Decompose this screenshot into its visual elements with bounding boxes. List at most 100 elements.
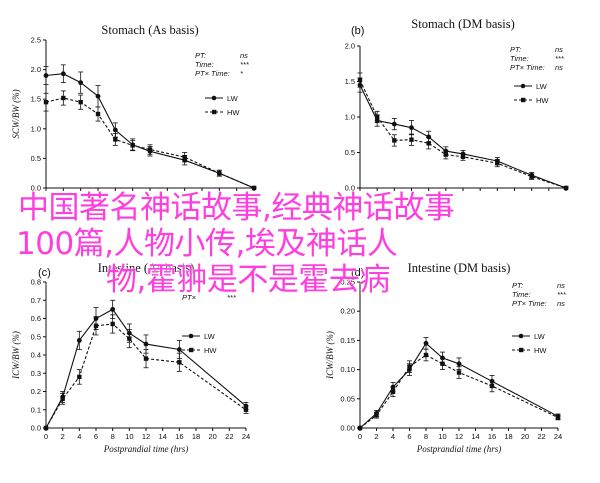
data-point — [357, 425, 363, 431]
y-tick-label: 1.5 — [345, 77, 355, 86]
x-tick-label: 8 — [424, 432, 428, 441]
stat-value: * — [240, 69, 244, 78]
panel-letter: (c) — [38, 267, 51, 279]
x-axis-label: Postprandial time (hrs) — [103, 444, 189, 454]
y-tick-label: 0.1 — [31, 405, 41, 414]
x-tick-label: 2 — [374, 432, 378, 441]
legend-label: LW — [536, 82, 548, 91]
data-point — [440, 361, 445, 366]
data-point — [177, 360, 182, 365]
panel-letter: (d) — [351, 267, 364, 279]
legend-marker — [521, 97, 526, 103]
x-tick-label: 22 — [225, 432, 233, 441]
series-line — [45, 97, 255, 189]
stat-value: *** — [227, 293, 237, 302]
y-tick-label: 0.2 — [31, 387, 41, 396]
data-point — [426, 134, 432, 140]
y-tick-label: 2.0 — [345, 42, 355, 51]
x-tick-label: 6 — [94, 432, 98, 441]
y-tick-label: 0.0 — [31, 184, 41, 193]
stat-label: PT× Time: — [195, 69, 230, 78]
data-point — [374, 114, 380, 120]
chart-title: Stomach (As basis) — [101, 23, 198, 37]
stat-value: ns — [557, 281, 565, 290]
series-hw — [357, 72, 569, 191]
x-tick-label: 0 — [44, 432, 48, 441]
data-point — [555, 415, 561, 420]
y-tick-label: 0.5 — [31, 154, 41, 163]
legend-marker — [211, 95, 217, 101]
y-tick-label: 1.5 — [31, 95, 41, 104]
y-tick-label: 0.15 — [340, 336, 355, 345]
legend-label: LW — [534, 332, 546, 341]
legend-label: LW — [227, 94, 239, 103]
data-point — [176, 347, 182, 352]
y-tick-label: 1.0 — [345, 113, 355, 122]
data-point — [110, 321, 115, 327]
data-point — [43, 73, 49, 78]
y-tick-label: 0.00 — [340, 424, 355, 433]
data-point — [78, 80, 84, 86]
y-tick-label: 1.0 — [31, 124, 41, 133]
data-point — [495, 160, 500, 166]
series-line — [45, 73, 255, 189]
legend-marker — [188, 333, 194, 339]
legend-marker — [520, 83, 526, 89]
data-point — [112, 127, 118, 133]
y-axis-label: ICW/BW (%) — [325, 331, 335, 380]
data-point — [563, 185, 569, 191]
stat-value: ns — [557, 299, 565, 308]
data-point — [217, 171, 222, 176]
data-point — [182, 155, 187, 160]
x-tick-label: 20 — [208, 432, 216, 441]
data-point — [423, 340, 429, 346]
y-tick-label: 0.0 — [31, 424, 41, 433]
series-line — [359, 342, 559, 429]
chart-panel-4: Intestine (DM basis) (d) 0.00 0.05 0.10 0.15 0… — [325, 261, 567, 454]
y-tick-label: 0.8 — [31, 278, 41, 287]
legend-label: HW — [536, 96, 549, 105]
data-point — [489, 383, 495, 389]
x-tick-label: 22 — [537, 432, 545, 441]
y-tick-label: 0.20 — [340, 307, 355, 316]
data-point — [113, 137, 118, 142]
x-tick-label: 16 — [175, 432, 183, 441]
data-point — [460, 154, 466, 159]
y-tick-label: 2.0 — [31, 65, 41, 74]
data-point — [95, 93, 101, 99]
x-tick-label: 6 — [407, 432, 411, 441]
series-line — [45, 308, 247, 429]
x-tick-label: 14 — [471, 432, 479, 441]
stat-label: PT× Time: — [512, 299, 547, 308]
y-tick-label: 0.5 — [31, 332, 41, 341]
data-point — [391, 121, 397, 127]
chart-title: Intestine (DM basis) — [408, 261, 511, 275]
x-tick-label: 0 — [358, 432, 362, 441]
data-point — [60, 71, 66, 77]
data-point — [529, 174, 534, 179]
x-tick-label: 4 — [391, 432, 395, 441]
y-tick-label: 0.25 — [340, 278, 355, 287]
data-point — [357, 77, 363, 83]
stat-value: ns — [555, 45, 563, 54]
data-point — [456, 361, 462, 367]
data-point — [147, 147, 153, 152]
data-point — [93, 323, 99, 328]
y-axis-label: ICW/BW (%) — [11, 331, 21, 380]
x-tick-label: 12 — [455, 432, 463, 441]
data-point — [143, 341, 149, 347]
stat-label: PT: — [510, 45, 521, 54]
x-tick-label: 18 — [192, 432, 200, 441]
stat-label: Time: — [512, 290, 531, 299]
stat-label: Time: — [510, 54, 529, 63]
data-point — [60, 396, 65, 401]
stat-value: *** — [555, 54, 565, 63]
series-lw — [43, 299, 249, 431]
chart-panel-3: Intestine (As basis) (c) 0.0 0.1 0.2 0.3 0.4 0.… — [11, 261, 250, 454]
stat-label: Time: — [195, 60, 214, 69]
data-point — [443, 152, 449, 157]
data-point — [78, 99, 83, 105]
data-point — [143, 356, 149, 361]
legend-label: HW — [204, 346, 217, 355]
y-tick-label: 0.05 — [340, 394, 355, 403]
